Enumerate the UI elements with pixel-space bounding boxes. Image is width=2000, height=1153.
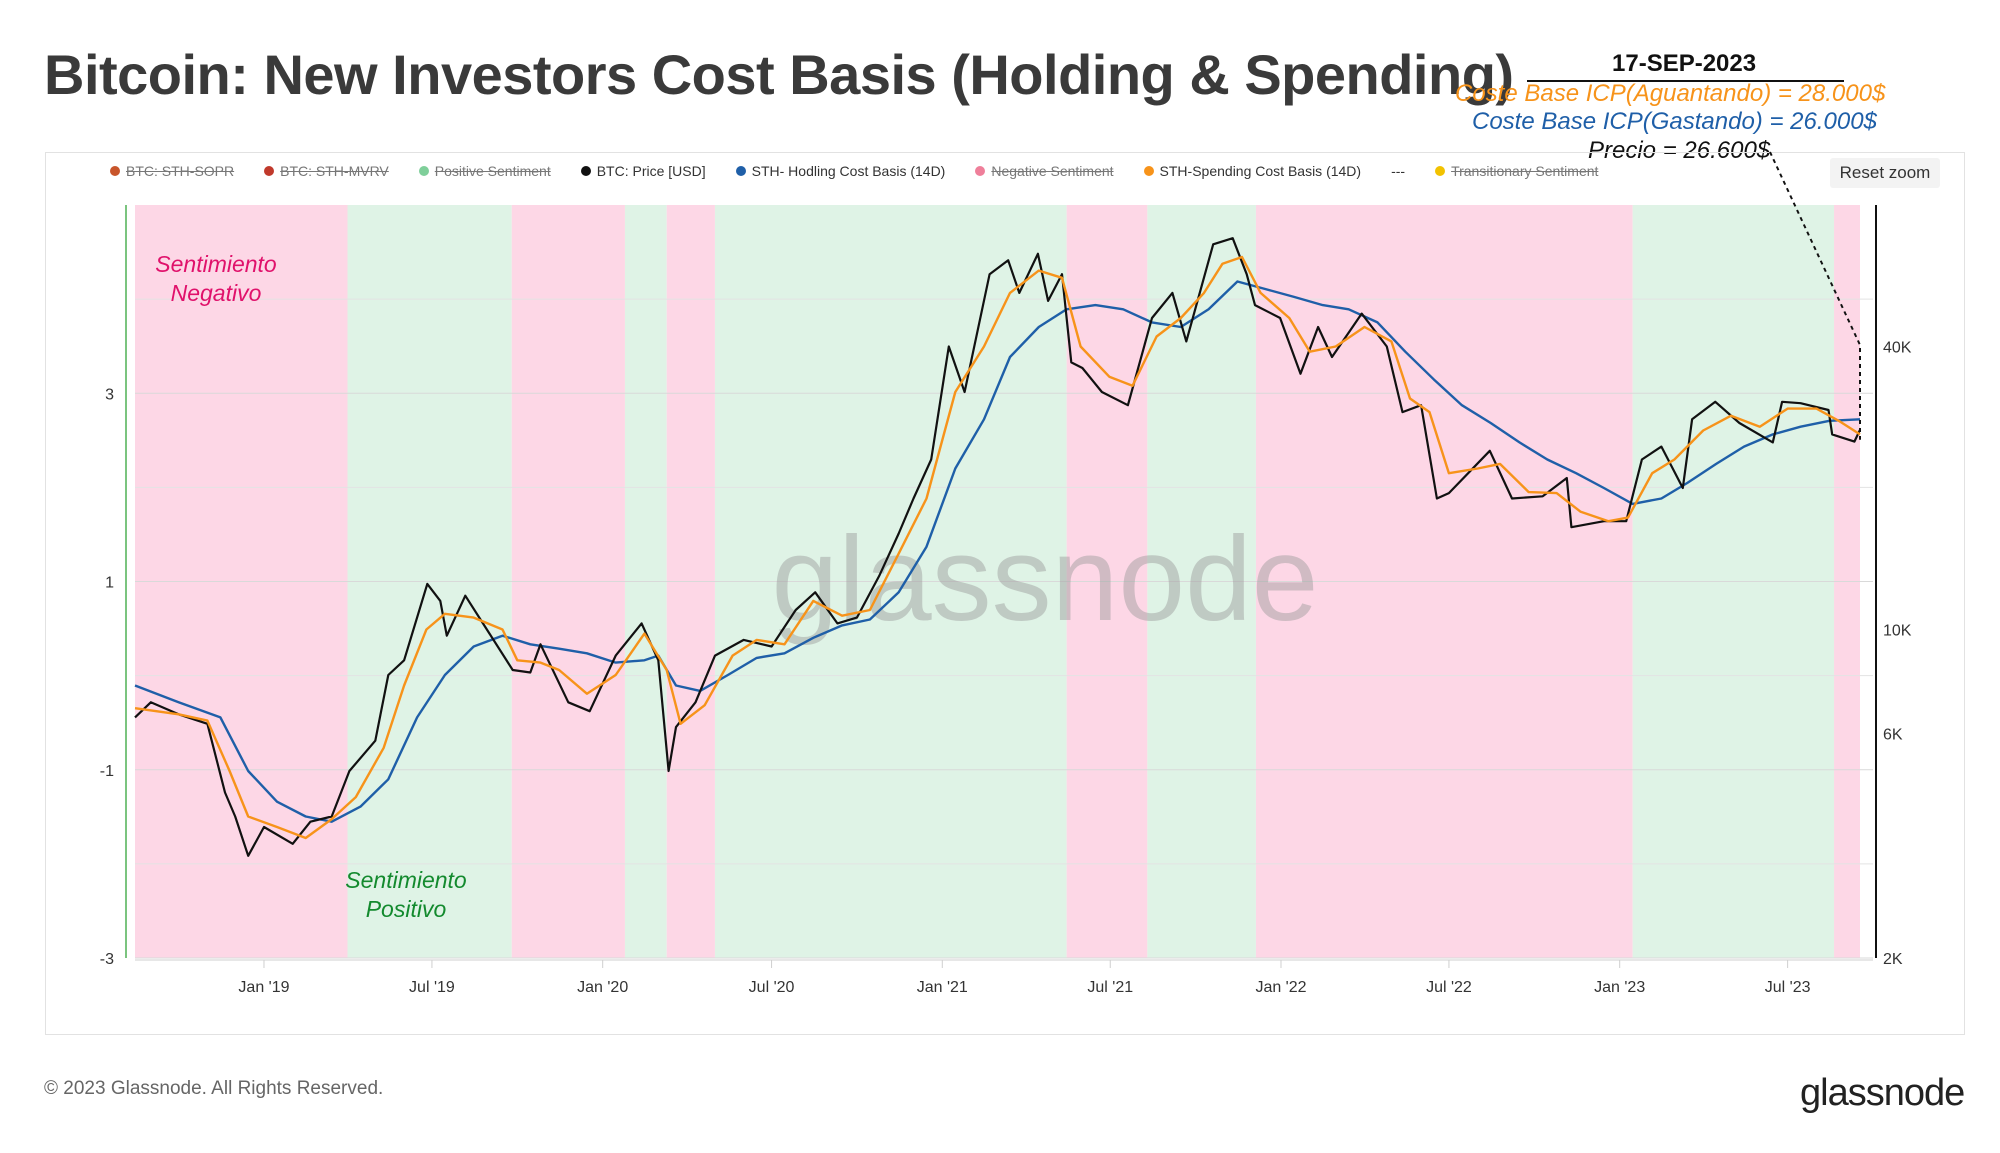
annotation-price: Precio = 26.600$ [1588,137,1771,164]
legend-label: BTC: STH-SOPR [126,163,235,179]
right-tick-label: 6K [1883,727,1903,744]
legend-label: Positive Sentiment [434,163,551,179]
date-underline [1527,80,1844,82]
legend-marker-icon [735,166,746,176]
legend-label: STH- Hodling Cost Basis (14D) [751,163,946,179]
brand-logo: glassnode [1800,1072,1965,1114]
legend-label: BTC: STH-MVRV [280,163,389,179]
legend-label: STH-Spending Cost Basis (14D) [1159,163,1362,179]
legend-label: --- [1391,163,1406,179]
chart-frame [45,152,1965,1035]
annotation-spending-cost: Coste Base ICP(Gastando) = 26.000$ [1472,108,1877,135]
legend-label: Negative Sentiment [991,163,1114,179]
series-lines [134,237,1861,857]
x-tick-label: Jul '23 [1765,979,1811,996]
annotation-holding-cost: Coste Base ICP(Aguantando) = 28.000$ [1455,80,1886,107]
series-line-btc-price-usd- [134,237,1861,857]
right-tick-label: 40K [1883,339,1912,356]
x-tick-label: Jul '22 [1426,979,1472,996]
left-tick-label: -3 [100,951,114,968]
negative-sentiment-label: Sentimiento [155,251,277,277]
footer-copyright: © 2023 Glassnode. All Rights Reserved. [44,1078,384,1099]
x-tick-label: Jan '23 [1594,979,1645,996]
x-tick-label: Jan '20 [577,979,628,996]
page-title: Bitcoin: New Investors Cost Basis (Holdi… [44,43,1514,106]
legend-item[interactable]: STH- Hodling Cost Basis (14D) [735,163,946,179]
series-line-sth-hodling-cost-basis-14d- [134,280,1861,823]
region-labels: Sentimiento Negativo Sentimiento Positivo [155,251,467,922]
legend-item[interactable]: Negative Sentiment [975,163,1114,179]
legend-item[interactable]: Positive Sentiment [418,163,551,179]
reset-zoom-button[interactable]: Reset zoom [1830,158,1940,188]
legend-label: Transitionary Sentiment [1451,163,1599,179]
legend-marker-icon [975,166,986,176]
legend-item[interactable]: STH-Spending Cost Basis (14D) [1143,163,1362,179]
legend-marker-icon [580,166,591,176]
left-tick-label: -1 [100,763,114,780]
x-tick-label: Jan '22 [1255,979,1306,996]
positive-sentiment-label: Sentimiento [345,867,467,893]
legend-item[interactable]: Transitionary Sentiment [1435,163,1598,179]
right-tick-label: 10K [1883,622,1912,639]
positive-sentiment-label: Positivo [366,896,447,922]
x-tick-label: Jul '21 [1087,979,1133,996]
left-tick-label: 3 [105,386,114,403]
x-tick-label: Jul '19 [409,979,455,996]
legend-item[interactable]: BTC: Price [USD] [580,163,706,179]
axes: 3 1 -1 -3 2K 6K 10K 40K Jan '19 Jul '19 Jan '20 Jul… [100,205,1912,996]
legend-marker-icon [1143,166,1154,176]
gridlines [135,298,1873,959]
legend-marker-icon [110,166,120,176]
x-tick-label: Jul '20 [749,979,795,996]
left-tick-label: 1 [105,575,114,592]
x-tick-label: Jan '21 [917,979,968,996]
legend-marker-icon [418,166,429,176]
negative-sentiment-label: Negativo [171,280,262,306]
legend-label: BTC: Price [USD] [596,163,706,179]
x-tick-label: Jan '19 [238,979,289,996]
legend-marker-icon [1435,166,1446,176]
legend-marker-icon [264,166,275,176]
legend-item[interactable]: BTC: STH-SOPR [110,163,234,179]
watermark: glassnode [771,512,1318,646]
legend-item[interactable]: --- [1391,163,1405,179]
series-line-sth-spending-cost-basis-14d- [134,255,1861,840]
right-tick-label: 2K [1883,951,1903,968]
legend-item[interactable]: BTC: STH-MVRV [264,163,389,179]
legend: BTC: STH-SOPR BTC: STH-MVRV Positive Senti… [110,160,1598,182]
annotation-date: 17-SEP-2023 [1612,50,1757,77]
